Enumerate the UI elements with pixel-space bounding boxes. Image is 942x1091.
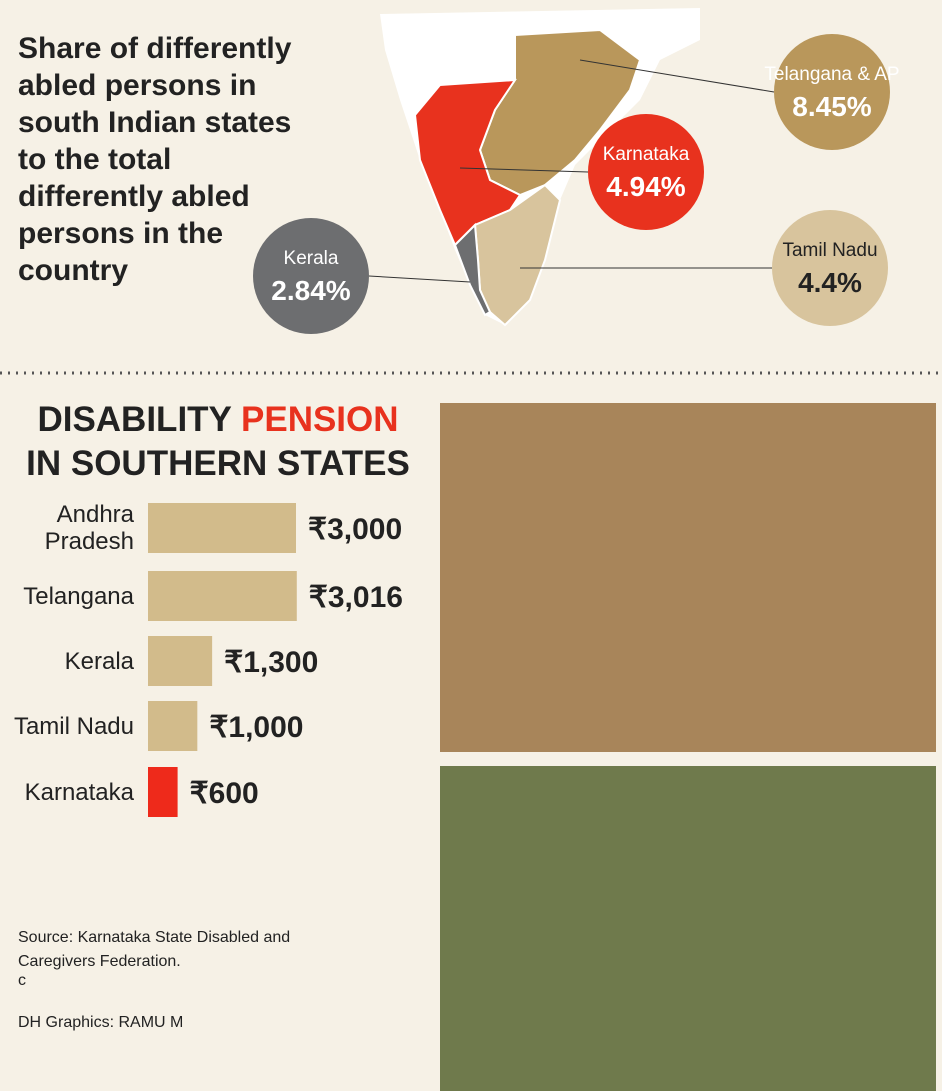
photo-braille [440,766,936,1091]
value-label: ₹3,016 [309,581,403,614]
bar-title-part: IN SOUTHERN STATES [26,444,410,483]
share-label: 4.4% [798,267,862,298]
category-label: Tamil Nadu [13,712,134,740]
value-label: ₹1,000 [209,711,303,744]
state-label: Kerala [284,248,339,269]
state-label: Tamil Nadu [782,240,877,261]
bar [148,503,296,553]
bar-title: DISABILITY PENSION IN SOUTHERN STATES [18,398,418,486]
state-label: Telangana & AP [764,64,899,85]
bar-title-part: DISABILITY [37,400,232,439]
category-label: Telangana [23,582,134,610]
share-label: 8.45% [792,91,871,122]
share-label: 2.84% [271,275,350,306]
value-label: ₹3,000 [308,513,402,546]
bar [148,767,178,817]
value-label: ₹600 [190,777,259,810]
share-bubble [253,218,369,334]
state-label: Karnataka [603,144,690,165]
share-bubble [774,34,890,150]
category-label: Kerala [64,647,134,675]
share-bubble [588,114,704,230]
share-bubble [772,210,888,326]
share-label: 4.94% [606,171,685,202]
bar [148,636,213,686]
category-label: Karnataka [24,778,134,806]
map-title: Share of differently abled persons in so… [18,32,292,287]
bar [148,701,198,751]
value-label: ₹1,300 [224,646,318,679]
leader-line [368,275,471,283]
credit: DH Graphics: RAMU M [18,1014,184,1031]
photo-classroom [440,403,936,752]
leader-line [459,167,589,173]
bar [148,571,297,621]
bar-title-part: PENSION [241,400,399,439]
source: Source: Karnataka State Disabled and Car… [18,929,291,970]
note: c [18,972,26,989]
map-kerala [453,222,492,317]
category-label: Andhra Pradesh [44,501,134,555]
leader-line [579,59,775,93]
